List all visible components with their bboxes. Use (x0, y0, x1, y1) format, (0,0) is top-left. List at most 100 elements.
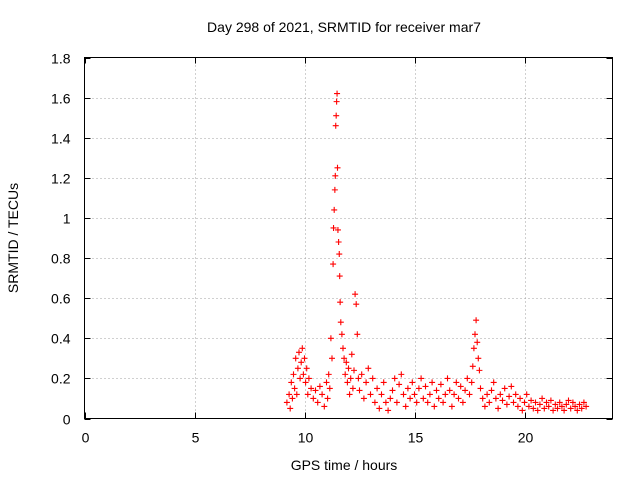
x-tick-label: 10 (298, 430, 314, 446)
data-point (312, 387, 319, 394)
data-point (382, 399, 389, 406)
data-point (523, 391, 530, 398)
data-point (440, 399, 447, 406)
data-point (510, 399, 517, 406)
data-point (411, 391, 418, 398)
data-point (554, 405, 561, 412)
data-point (303, 365, 310, 372)
data-point (567, 405, 574, 412)
data-point (532, 399, 539, 406)
data-point (409, 379, 416, 386)
data-point (325, 371, 332, 378)
data-point (329, 355, 335, 362)
data-point (490, 379, 497, 386)
data-point (578, 405, 585, 412)
data-point (431, 403, 438, 410)
data-point (385, 407, 392, 414)
data-point (521, 399, 528, 406)
data-point (486, 399, 493, 406)
data-point (332, 122, 339, 129)
data-point (344, 379, 351, 386)
data-point (363, 379, 370, 386)
data-point (336, 251, 343, 258)
data-point (389, 387, 396, 394)
x-tick-label: 20 (518, 430, 534, 446)
data-point (380, 379, 387, 386)
data-point (572, 403, 579, 410)
data-point (288, 379, 295, 386)
data-point (462, 387, 469, 394)
data-point (429, 379, 436, 386)
data-point (448, 403, 455, 410)
data-point (286, 391, 293, 398)
chart-title: Day 298 of 2021, SRMTID for receiver mar… (207, 19, 481, 35)
data-point (547, 397, 554, 404)
data-point (426, 391, 433, 398)
data-point (569, 399, 576, 406)
data-point (539, 395, 546, 402)
data-point (347, 375, 354, 382)
data-point (475, 355, 482, 362)
data-point (378, 391, 385, 398)
data-point (342, 371, 349, 378)
data-point (474, 339, 481, 346)
data-point (576, 401, 583, 408)
data-point (324, 395, 331, 402)
data-point (503, 401, 510, 408)
x-tick-label: 0 (82, 430, 90, 446)
data-point (346, 391, 353, 398)
data-point (353, 301, 360, 308)
data-point (292, 355, 299, 362)
data-point (354, 331, 361, 338)
data-point (528, 397, 535, 404)
data-point (466, 391, 473, 398)
data-point (297, 375, 304, 382)
data-point (484, 391, 491, 398)
data-point (530, 405, 537, 412)
data-point (374, 385, 381, 392)
data-point (360, 395, 367, 402)
data-point (335, 239, 342, 246)
data-point (418, 375, 425, 382)
data-point (300, 371, 307, 378)
data-point (437, 381, 444, 388)
data-point (294, 365, 301, 372)
data-point (349, 385, 356, 392)
ticks: 0 5 10 15 20 0 0.2 0.4 0.6 0.8 1 1.2 1.4 1.6 1.8 (51, 51, 613, 446)
y-tick-label: 0 (63, 412, 71, 428)
data-point (340, 345, 346, 352)
data-point (355, 375, 362, 382)
data-point (565, 397, 572, 404)
y-tick-label: 0.6 (51, 291, 71, 307)
data-point (407, 395, 414, 402)
data-point (333, 112, 340, 119)
data-point (336, 273, 343, 280)
data-point (561, 407, 568, 414)
data-point (508, 383, 515, 390)
data-point (583, 403, 590, 410)
data-point (338, 331, 345, 338)
data-point (345, 365, 352, 372)
data-point (455, 395, 462, 402)
data-point (331, 206, 338, 213)
data-point (433, 387, 440, 394)
data-point (446, 387, 453, 394)
data-point (330, 224, 337, 231)
data-point (369, 375, 376, 382)
data-point (477, 385, 484, 392)
data-point (301, 355, 308, 362)
data-point (574, 407, 581, 414)
y-axis-label: SRMTID / TECUs (5, 183, 21, 293)
data-point (398, 371, 405, 378)
y-tick-label: 0.2 (51, 371, 71, 387)
data-point (348, 351, 355, 358)
data-point (327, 335, 334, 342)
data-point (316, 383, 323, 390)
data-point (334, 226, 341, 233)
data-point (304, 391, 311, 398)
data-point (453, 379, 460, 386)
data-point (442, 391, 449, 398)
data-point (476, 367, 483, 374)
data-point (283, 399, 290, 406)
